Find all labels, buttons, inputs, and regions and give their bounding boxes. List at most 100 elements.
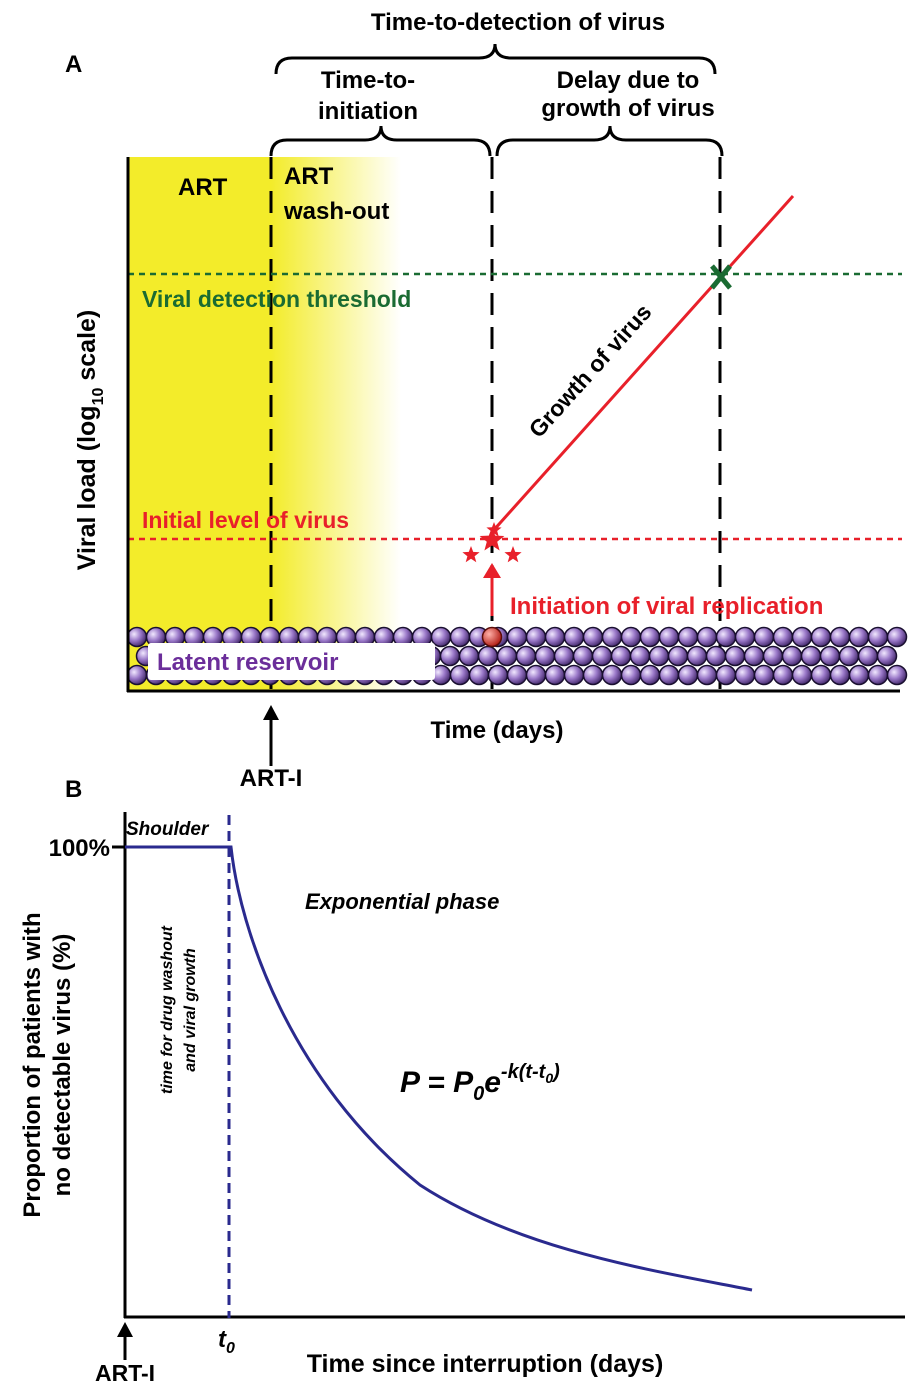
panel-label: B: [65, 776, 82, 803]
region-label: ART: [178, 174, 228, 201]
arrow-head: [117, 1322, 133, 1337]
cell: [631, 647, 650, 666]
cell: [869, 666, 888, 685]
arrow-head: [483, 563, 501, 578]
cell: [726, 647, 745, 666]
cell: [755, 628, 774, 647]
cell: [489, 666, 508, 685]
arrow-head: [263, 705, 279, 720]
cell: [878, 647, 897, 666]
cell: [812, 666, 831, 685]
art-region: [128, 157, 271, 690]
note: and viral growth: [182, 948, 199, 1072]
cell: [546, 628, 565, 647]
cell: [888, 628, 907, 647]
cell: [574, 647, 593, 666]
cell: [565, 628, 584, 647]
t0-label: t0: [218, 1326, 235, 1357]
tick-label: 100%: [49, 835, 110, 862]
y-axis-label: Proportion of patients with: [19, 912, 46, 1217]
cell: [650, 647, 669, 666]
cell: [869, 628, 888, 647]
cell: [831, 666, 850, 685]
cell: [850, 628, 869, 647]
cell: [736, 666, 755, 685]
y-axis-label: Viral load (log10scale): [73, 310, 107, 571]
cell: [584, 666, 603, 685]
reservoir-label: Latent reservoir: [157, 649, 338, 676]
brace-label: Time-to-: [321, 67, 415, 94]
cell: [451, 628, 470, 647]
brace-label: growth of virus: [541, 95, 714, 122]
cell: [831, 628, 850, 647]
initial-level-label: Initial level of virus: [142, 507, 349, 533]
phase-label: Shoulder: [126, 819, 210, 840]
formula: P = P0e-k(t-t0): [400, 1061, 560, 1105]
cell: [859, 647, 878, 666]
replication-stars: [462, 522, 521, 562]
region-label: wash-out: [283, 198, 389, 225]
region-label: ART: [284, 163, 334, 190]
cell: [840, 647, 859, 666]
washout-region: [271, 157, 401, 690]
cell: [717, 628, 736, 647]
brace-label: Delay due to: [557, 67, 700, 94]
cell: [802, 647, 821, 666]
cell: [774, 666, 793, 685]
page: { "panel_a": { "label": "A", "title": "T…: [0, 0, 917, 1389]
cell: [755, 666, 774, 685]
cell: [660, 628, 679, 647]
cell: [517, 647, 536, 666]
cell: [527, 628, 546, 647]
cell: [812, 628, 831, 647]
cell: [584, 628, 603, 647]
cell: [745, 647, 764, 666]
cell: [498, 647, 517, 666]
cell: [641, 666, 660, 685]
cell: [128, 628, 147, 647]
cell: [679, 628, 698, 647]
cell: [736, 628, 755, 647]
cell: [565, 666, 584, 685]
cell: [128, 666, 147, 685]
cell: [821, 647, 840, 666]
cell: [441, 647, 460, 666]
cell: [774, 628, 793, 647]
cell: [850, 666, 869, 685]
cell: [764, 647, 783, 666]
cell: [508, 666, 527, 685]
figure: A Time-to-detection of virus Time-to- in…: [0, 0, 917, 1389]
cell: [470, 666, 489, 685]
cell: [622, 666, 641, 685]
cell: [479, 647, 498, 666]
cell: [641, 628, 660, 647]
cell: [603, 628, 622, 647]
brace: [497, 126, 722, 156]
cell: [622, 628, 641, 647]
cell: [679, 666, 698, 685]
brace: [271, 126, 490, 156]
event-label: ART-I: [95, 1360, 155, 1386]
cell: [432, 628, 451, 647]
cell: [707, 647, 726, 666]
cell: [536, 647, 555, 666]
brace-label: initiation: [318, 98, 418, 125]
star: [462, 546, 479, 562]
event-label: ART-I: [240, 765, 303, 792]
cell: [508, 628, 527, 647]
x-axis-label: Time since interruption (days): [307, 1350, 664, 1378]
cell: [793, 628, 812, 647]
y-axis-label: no detectable virus (%): [49, 934, 76, 1197]
cell: [669, 647, 688, 666]
cell: [612, 647, 631, 666]
cell: [527, 666, 546, 685]
cell: [546, 666, 565, 685]
initiation-label: Initiation of viral replication: [510, 593, 823, 620]
star: [504, 546, 521, 562]
cell: [688, 647, 707, 666]
cell: [603, 666, 622, 685]
cell: [451, 666, 470, 685]
panel-label: A: [65, 51, 82, 78]
cell: [793, 666, 812, 685]
cell: [660, 666, 679, 685]
